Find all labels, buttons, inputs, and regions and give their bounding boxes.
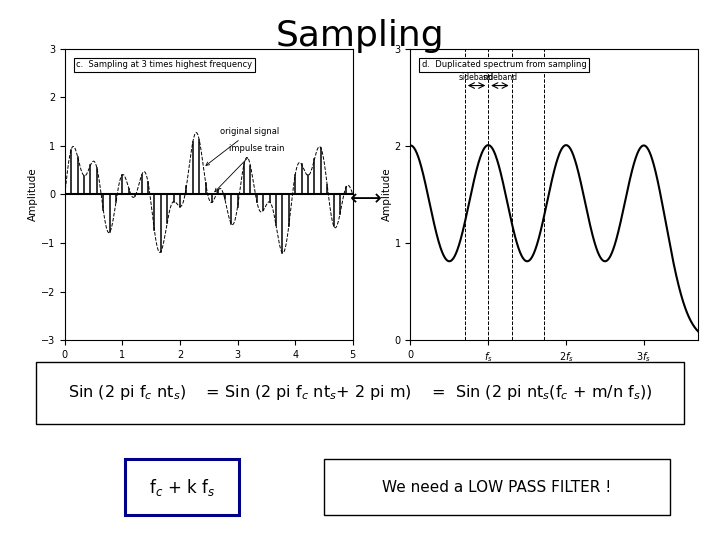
FancyBboxPatch shape — [36, 362, 684, 424]
Y-axis label: Amplitude: Amplitude — [382, 167, 392, 221]
Text: c.  Sampling at 3 times highest frequency: c. Sampling at 3 times highest frequency — [76, 60, 253, 69]
X-axis label: Time: Time — [195, 363, 222, 373]
Y-axis label: Amplitude: Amplitude — [28, 167, 38, 221]
Text: Sampling: Sampling — [276, 19, 444, 53]
Text: lower
sideband: lower sideband — [459, 63, 494, 82]
Text: $\longleftrightarrow$: $\longleftrightarrow$ — [345, 187, 382, 207]
Text: f$_c$ + k f$_s$: f$_c$ + k f$_s$ — [149, 477, 215, 498]
Text: impulse train: impulse train — [215, 144, 284, 192]
FancyBboxPatch shape — [125, 460, 239, 515]
Text: original signal: original signal — [206, 127, 279, 165]
Text: d.  Duplicated spectrum from sampling: d. Duplicated spectrum from sampling — [422, 60, 587, 69]
Text: Sin (2 pi f$_c$ nt$_s$)    = Sin (2 pi f$_c$ nt$_s$+ 2 pi m)    =  Sin (2 pi nt$: Sin (2 pi f$_c$ nt$_s$) = Sin (2 pi f$_c… — [68, 383, 652, 402]
Text: We need a LOW PASS FILTER !: We need a LOW PASS FILTER ! — [382, 480, 611, 495]
FancyBboxPatch shape — [324, 460, 670, 515]
Text: upper
sideband: upper sideband — [482, 63, 518, 82]
X-axis label: Frequency: Frequency — [526, 367, 583, 376]
